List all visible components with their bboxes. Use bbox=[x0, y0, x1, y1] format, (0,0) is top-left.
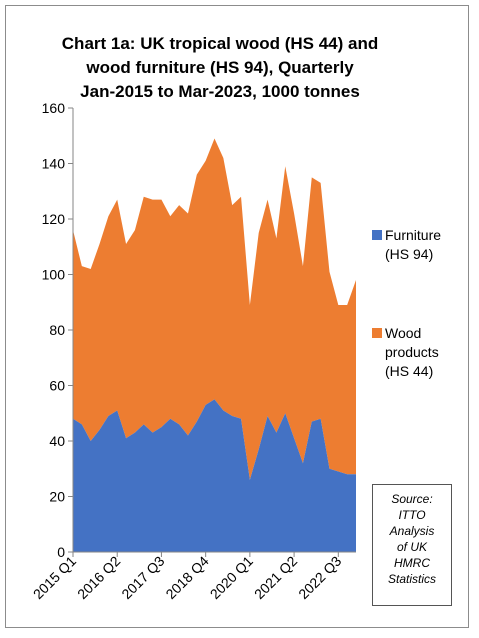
x-tick-label: 2021 Q2 bbox=[251, 553, 300, 602]
y-tick-label: 40 bbox=[49, 433, 65, 449]
chart-title-line-1: Chart 1a: UK tropical wood (HS 44) and bbox=[61, 34, 379, 53]
x-tick-label: 2016 Q2 bbox=[74, 553, 123, 602]
x-tick-label: 2015 Q1 bbox=[30, 553, 79, 602]
legend-label-furniture-line-1: Furniture bbox=[385, 227, 442, 243]
area-furniture bbox=[73, 399, 356, 552]
area-wood-products bbox=[73, 138, 356, 480]
legend-label-wood-line-2: products bbox=[385, 344, 439, 360]
legend-swatch-furniture bbox=[372, 230, 382, 240]
x-tick-label: 2017 Q3 bbox=[118, 553, 167, 602]
source-note-line-3: Analysis bbox=[389, 524, 435, 538]
x-tick-label: 2020 Q1 bbox=[207, 553, 256, 602]
chart-title: Chart 1a: UK tropical wood (HS 44) and w… bbox=[30, 32, 410, 104]
legend-label-wood-line-1: Wood bbox=[385, 325, 422, 341]
y-tick-label: 160 bbox=[42, 100, 66, 116]
y-tick-label: 140 bbox=[42, 156, 66, 172]
source-note-box: Source: ITTO Analysis of UK HMRC Statist… bbox=[372, 484, 452, 606]
source-note-line-6: Statistics bbox=[387, 572, 436, 586]
legend-item-wood: Wood products (HS 44) bbox=[385, 324, 439, 381]
y-tick-label: 80 bbox=[49, 322, 65, 338]
source-note-line-5: HMRC bbox=[394, 556, 430, 570]
y-tick-label: 20 bbox=[49, 489, 65, 505]
y-tick-label: 60 bbox=[49, 378, 65, 394]
y-tick-label: 100 bbox=[42, 267, 66, 283]
y-tick-label: 0 bbox=[57, 544, 65, 560]
source-note-line-1: Source: bbox=[391, 492, 433, 506]
legend-label-wood-line-3: (HS 44) bbox=[385, 363, 434, 379]
y-tick-label: 120 bbox=[42, 211, 66, 227]
legend-item-furniture: Furniture (HS 94) bbox=[385, 226, 441, 264]
x-tick-label: 2018 Q4 bbox=[162, 553, 211, 602]
chart-title-line-3: Jan-2015 to Mar-2023, 1000 tonnes bbox=[80, 82, 360, 101]
source-note-line-2: ITTO bbox=[398, 508, 426, 522]
chart-frame bbox=[5, 5, 469, 628]
source-note-line-4: of UK bbox=[396, 540, 427, 554]
x-tick-label: 2022 Q3 bbox=[295, 553, 344, 602]
chart-title-line-2: wood furniture (HS 94), Quarterly bbox=[86, 58, 354, 77]
legend-label-furniture-line-2: (HS 94) bbox=[385, 246, 434, 262]
legend-swatch-wood bbox=[372, 328, 382, 338]
